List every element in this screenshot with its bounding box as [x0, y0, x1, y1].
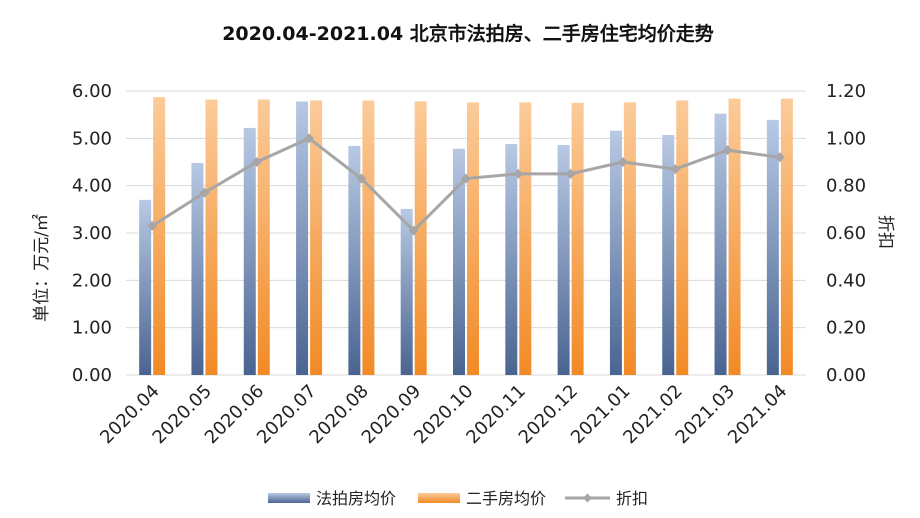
bar-resale [310, 100, 323, 375]
y2-tick-label: 0.60 [826, 223, 866, 244]
discount-point [356, 173, 367, 184]
bar-auction [453, 148, 465, 375]
discount-point [513, 168, 524, 179]
bar-resale [414, 101, 427, 375]
bar-resale [676, 100, 689, 375]
bar-auction [662, 135, 675, 375]
y-tick-label: 4.00 [72, 176, 112, 197]
y2-tick-label: 1.20 [826, 81, 866, 102]
bar-auction [609, 130, 622, 375]
discount-line-layer [147, 133, 785, 236]
discount-point [774, 152, 785, 163]
bar-resale [571, 102, 584, 375]
bars-layer [139, 97, 793, 376]
bar-resale [362, 100, 375, 375]
bar-resale [519, 102, 532, 376]
y-tick-label: 5.00 [72, 128, 112, 149]
discount-point [617, 157, 628, 167]
y2-tick-label: 0.20 [826, 318, 866, 339]
y2-tick-label: 0.80 [826, 176, 866, 197]
discount-point [565, 168, 576, 179]
y-tick-label: 6.00 [72, 81, 112, 102]
y-tick-label: 0.00 [72, 365, 112, 386]
bar-auction [139, 199, 152, 375]
discount-point [461, 173, 471, 184]
bar-resale [467, 102, 479, 376]
bar-auction [714, 113, 727, 375]
gridlines [126, 90, 806, 376]
legend-swatch-auction [268, 493, 310, 503]
bar-resale [728, 98, 741, 375]
bar-auction [766, 119, 779, 375]
y-axis-title: 单位：万元/㎡ [32, 214, 52, 322]
bar-auction [191, 162, 204, 375]
bar-auction [557, 144, 570, 375]
y2-tick-label: 0.40 [826, 270, 866, 291]
bar-auction [296, 101, 309, 375]
bar-resale [780, 98, 793, 375]
left-axis-ticks: 0.00 1.00 2.00 3.00 4.00 5.00 6.00 [72, 81, 112, 386]
y2-tick-label: 0.00 [826, 365, 866, 386]
legend-swatch-resale [418, 493, 460, 503]
discount-point [670, 164, 681, 175]
y-tick-label: 2.00 [72, 270, 112, 291]
chart-title: 2020.04-2021.04 北京市法拍房、二手房住宅均价走势 [222, 22, 714, 45]
y-tick-label: 1.00 [72, 318, 112, 339]
discount-point [147, 220, 158, 231]
legend: 法拍房均价 二手房均价 折扣 [268, 489, 648, 508]
right-axis-ticks: 0.00 0.20 0.40 0.60 0.80 1.00 1.20 [826, 81, 866, 386]
legend-marker-line [583, 493, 592, 503]
discount-point [304, 133, 315, 144]
discount-point [251, 157, 262, 167]
bar-resale [623, 102, 636, 376]
bar-resale [205, 99, 218, 376]
bar-auction [348, 145, 361, 375]
discount-point [199, 187, 210, 198]
bar-resale [257, 99, 270, 376]
discount-point [408, 225, 419, 236]
y2-tick-label: 1.00 [826, 128, 866, 149]
bar-resale [153, 97, 166, 376]
bar-auction [400, 208, 413, 375]
y-tick-label: 3.00 [72, 223, 112, 244]
legend-label-resale: 二手房均价 [466, 489, 546, 508]
x-axis-ticks: 2020.042020.052020.062020.072020.082020.… [96, 381, 791, 448]
legend-label-auction: 法拍房均价 [316, 489, 396, 508]
discount-point [722, 145, 733, 156]
legend-label-line: 折扣 [616, 489, 648, 508]
bar-auction [505, 144, 518, 375]
bar-auction [243, 127, 256, 375]
y2-axis-title: 折扣 [875, 215, 895, 249]
